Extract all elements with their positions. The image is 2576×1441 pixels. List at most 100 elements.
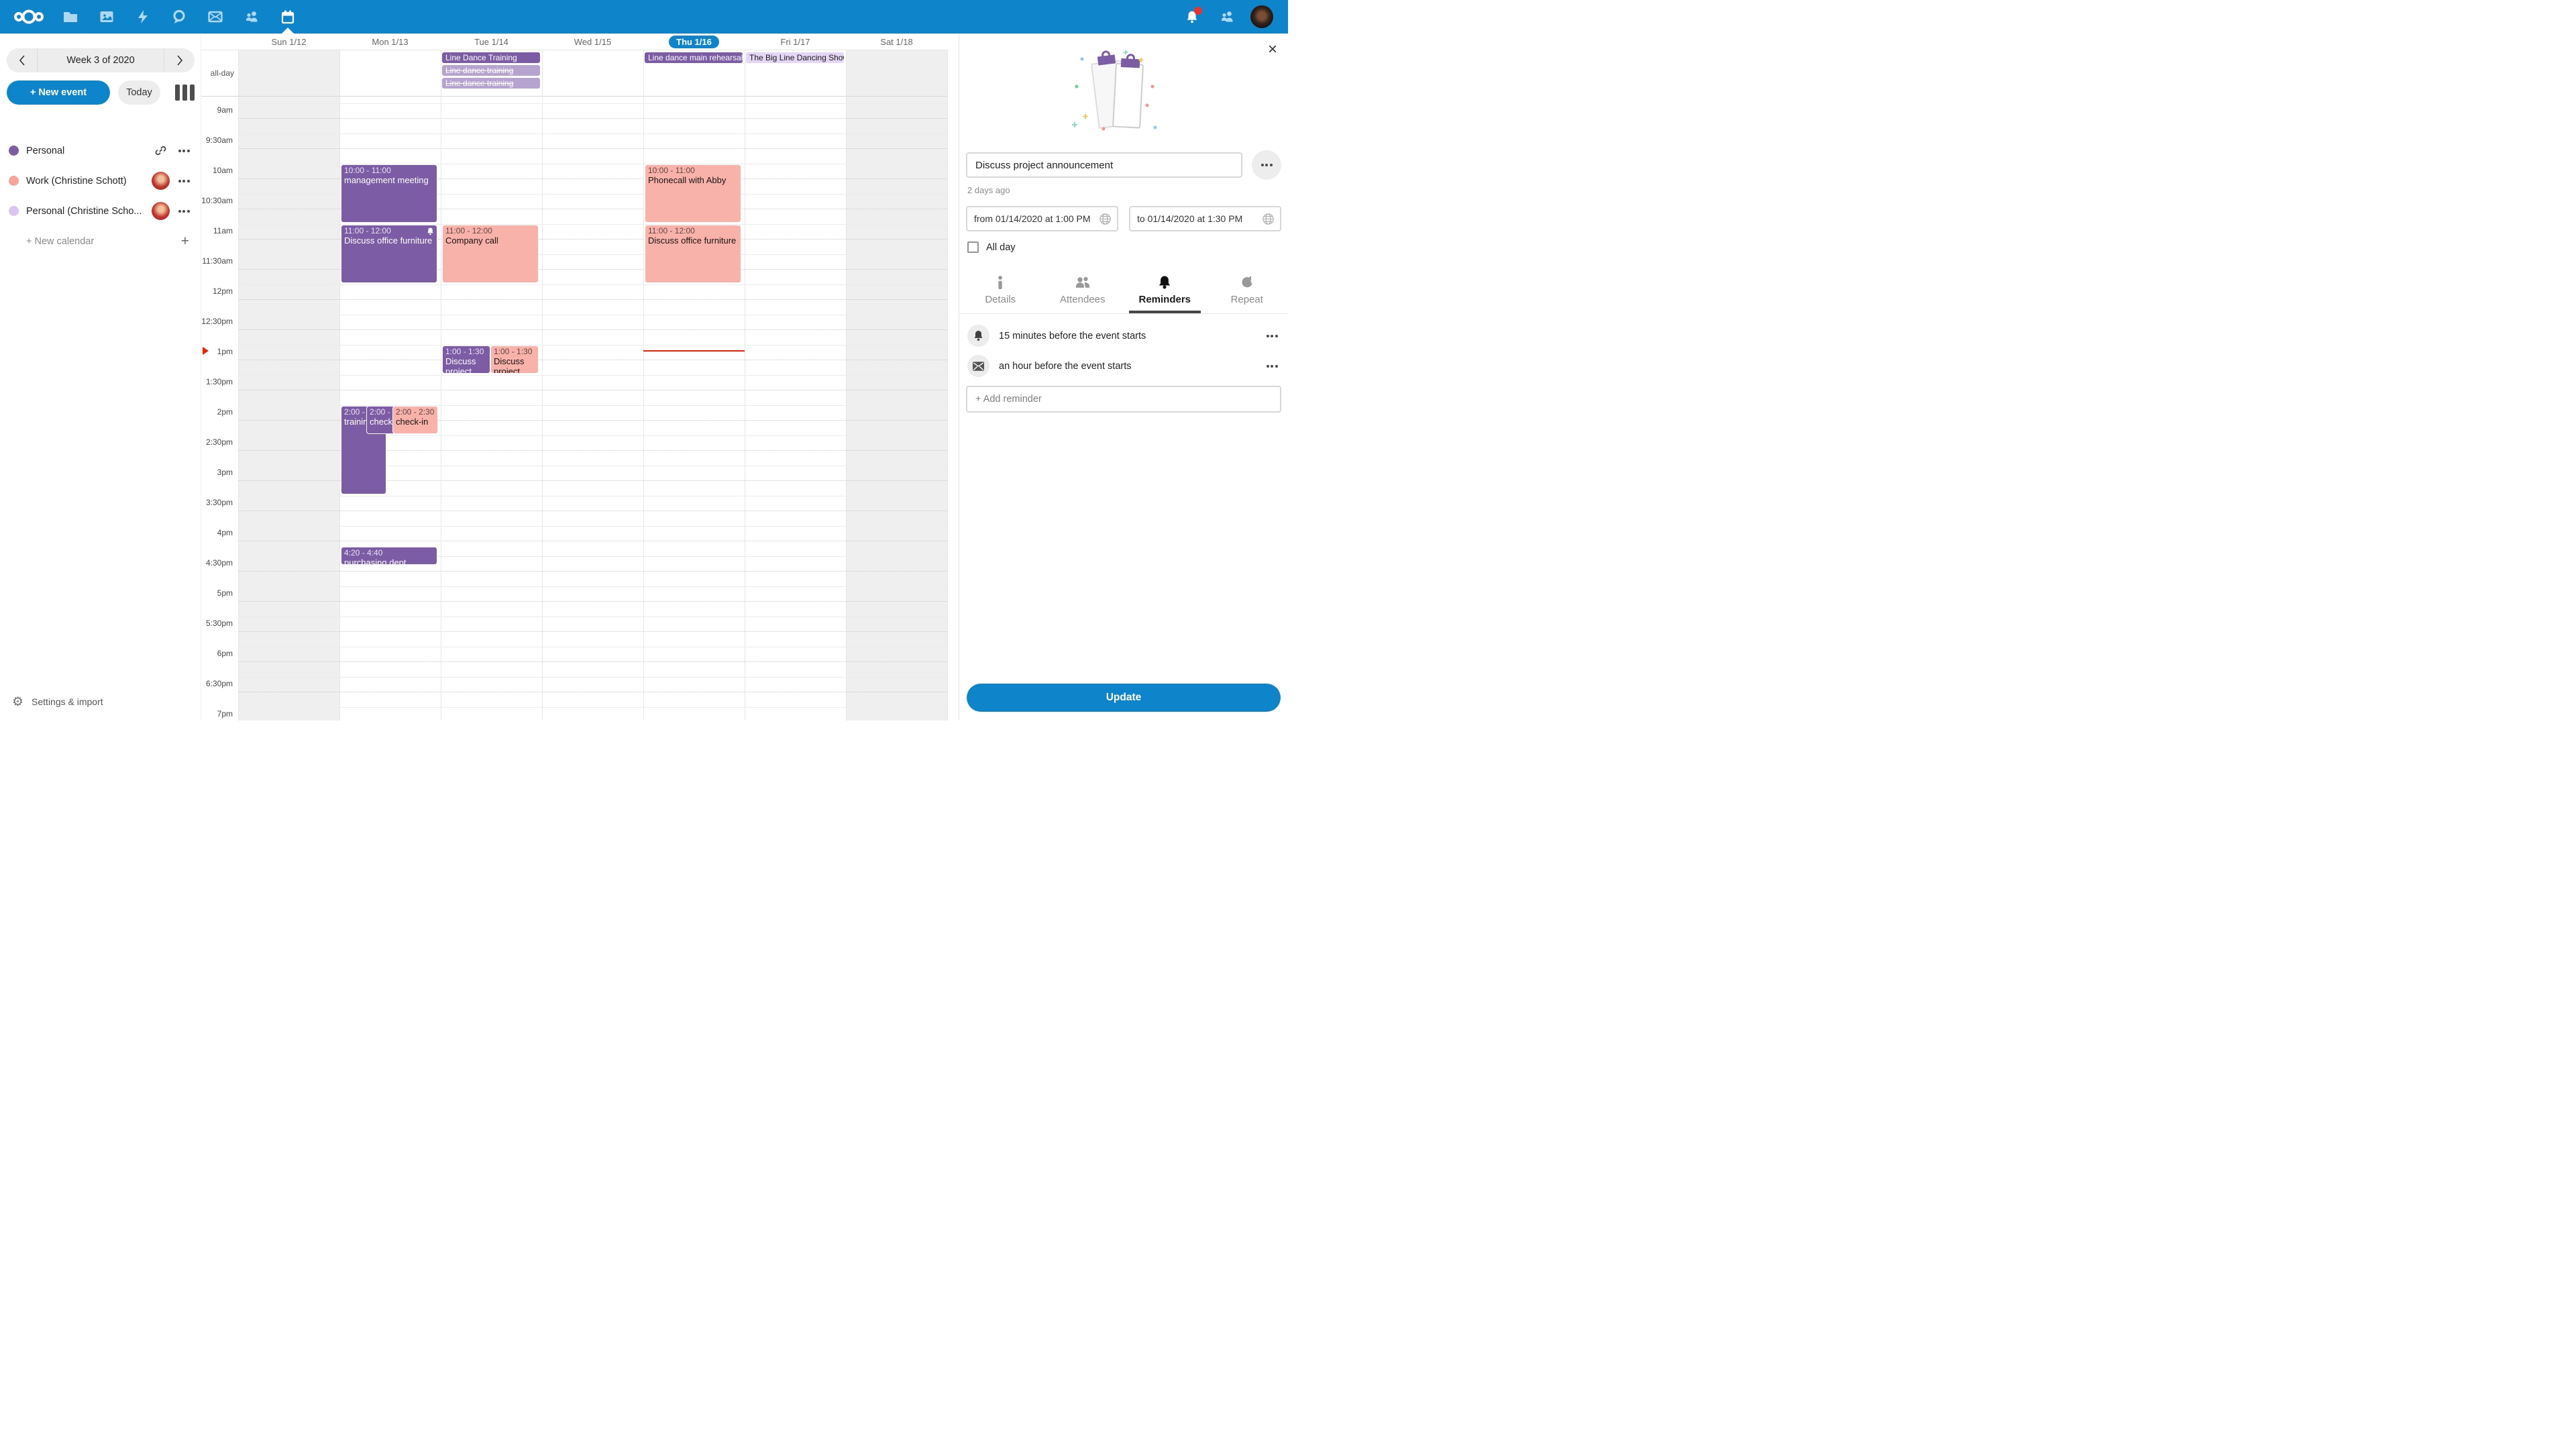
grid-line [238, 50, 239, 720]
tab-details[interactable]: Details [959, 272, 1042, 313]
grid-line-quarter [238, 148, 947, 149]
time-label: 4:30pm [205, 558, 233, 568]
activity-icon[interactable] [125, 0, 161, 34]
today-day-pill: Thu 1/16 [669, 35, 719, 48]
calendar-event[interactable]: 1:00 - 1:30 Discuss project [490, 345, 539, 374]
contacts-menu-icon[interactable] [1216, 5, 1238, 28]
tab-reminders[interactable]: Reminders [1124, 272, 1206, 313]
end-datetime-field[interactable]: to 01/14/2020 at 1:30 PM [1129, 206, 1281, 231]
calendar-event[interactable]: 11:00 - 12:00 Discuss office furniture [645, 225, 741, 283]
reminders-list: 15 minutes before the event starts an ho… [959, 321, 1288, 381]
calendar-list-item-work[interactable]: Work (Christine Schott) [0, 166, 201, 196]
gear-icon: ⚙ [12, 694, 24, 709]
grid-line-quarter [238, 601, 947, 602]
calendar-event[interactable]: 10:00 - 11:00 Phonecall with Abby [645, 164, 741, 223]
timezone-globe-icon [1099, 213, 1111, 225]
settings-import-button[interactable]: ⚙ Settings & import [12, 694, 103, 709]
time-label: 5pm [217, 588, 233, 598]
mail-icon[interactable] [197, 0, 233, 34]
allday-event[interactable]: Line dance training [442, 65, 540, 76]
calendar-owner-avatar [152, 172, 170, 190]
event-title: Discuss office furniture [344, 235, 433, 246]
update-button[interactable]: Update [967, 684, 1281, 712]
allday-event[interactable]: Line Dance Training [442, 52, 540, 63]
calendar-event[interactable]: 11:00 - 12:00 Discuss office furniture [341, 225, 437, 283]
today-button[interactable]: Today [117, 81, 160, 105]
tab-repeat[interactable]: Repeat [1206, 272, 1289, 313]
grid-line-quarter [238, 571, 947, 572]
time-label: 2:30pm [205, 437, 233, 447]
grid-line [238, 224, 947, 225]
all-day-checkbox[interactable] [967, 242, 979, 253]
reminder-actions-menu[interactable] [1264, 328, 1280, 344]
files-icon[interactable] [52, 0, 89, 34]
calendar-actions-menu[interactable] [176, 143, 192, 159]
calendar-event[interactable]: 2:00 - 2:30 check-in [392, 406, 438, 434]
grid-line [947, 50, 948, 720]
calendar-event[interactable]: 10:00 - 11:00 management meeting [341, 164, 437, 223]
kebab-icon [1258, 157, 1275, 173]
calendar-list-item-personal-christine[interactable]: Personal (Christine Scho... [0, 196, 201, 226]
event-actions-menu[interactable] [1252, 150, 1281, 180]
calendar-color-dot [9, 206, 19, 216]
allday-event[interactable]: Line dance training [442, 78, 540, 89]
share-link-icon[interactable] [152, 142, 170, 160]
grid-line-quarter [238, 118, 947, 119]
reminder-bell-icon [427, 227, 433, 235]
all-day-label: all-day [210, 68, 234, 78]
user-avatar[interactable] [1250, 5, 1273, 28]
close-icon[interactable]: × [1267, 40, 1277, 58]
day-header: Thu 1/16 [643, 34, 745, 50]
event-title: training [344, 417, 373, 427]
active-app-indicator [282, 28, 294, 34]
allday-event[interactable]: The Big Line Dancing Show [746, 52, 844, 63]
reminder-actions-menu[interactable] [1264, 358, 1280, 374]
time-label: 6:30pm [205, 679, 233, 688]
plus-icon: + [180, 233, 189, 249]
bell-icon [967, 325, 989, 347]
calendar-event[interactable]: 11:00 - 12:00 Company call [442, 225, 539, 283]
attendees-icon [1075, 276, 1089, 288]
grid-line-quarter [238, 299, 947, 300]
day-header: Tue 1/14 [474, 36, 508, 47]
event-title-input[interactable] [966, 152, 1242, 178]
photos-icon[interactable] [89, 0, 125, 34]
time-label: 7pm [217, 709, 233, 718]
new-calendar-button[interactable]: + New calendar + [26, 233, 189, 249]
contacts-icon[interactable] [233, 0, 270, 34]
calendar-actions-menu[interactable] [176, 173, 192, 189]
last-modified-label: 2 days ago [967, 185, 1010, 195]
event-title: check-in [396, 417, 429, 427]
calendar-color-dot [9, 146, 19, 156]
tab-attendees[interactable]: Attendees [1042, 272, 1124, 313]
day-header: Mon 1/13 [372, 36, 409, 47]
grid-line-quarter [238, 480, 947, 481]
calendar-event[interactable]: 4:20 - 4:40 purchasing dept [341, 547, 437, 565]
calendar-list-item-personal[interactable]: Personal [0, 136, 201, 166]
add-reminder-button[interactable]: + Add reminder [966, 386, 1281, 413]
calendar-name: Personal (Christine Scho... [26, 205, 142, 217]
talk-icon[interactable] [161, 0, 197, 34]
event-title: Company call [445, 235, 498, 246]
view-columns-icon[interactable] [175, 85, 195, 101]
previous-week-button[interactable] [7, 48, 38, 72]
week-label: Week 3 of 2020 [66, 55, 135, 66]
grid-line [201, 96, 947, 97]
nextcloud-logo[interactable] [5, 0, 52, 34]
start-datetime-field[interactable]: from 01/14/2020 at 1:00 PM [966, 206, 1118, 231]
allday-event[interactable]: Line dance main rehearsal [645, 52, 743, 63]
new-event-button[interactable]: + New event [7, 81, 110, 105]
time-label: 2pm [217, 407, 233, 417]
grid-line [238, 677, 947, 678]
reminder-item: 15 minutes before the event starts [959, 321, 1288, 351]
calendar-icon[interactable] [270, 0, 306, 34]
grid-line [238, 194, 947, 195]
day-header: Wed 1/15 [574, 36, 612, 47]
notifications-bell-icon[interactable] [1181, 5, 1203, 28]
time-label: 3pm [217, 468, 233, 477]
event-title: management meeting [344, 175, 429, 185]
next-week-button[interactable] [164, 48, 195, 72]
calendar-actions-menu[interactable] [176, 203, 192, 219]
event-illustration [1040, 50, 1208, 131]
